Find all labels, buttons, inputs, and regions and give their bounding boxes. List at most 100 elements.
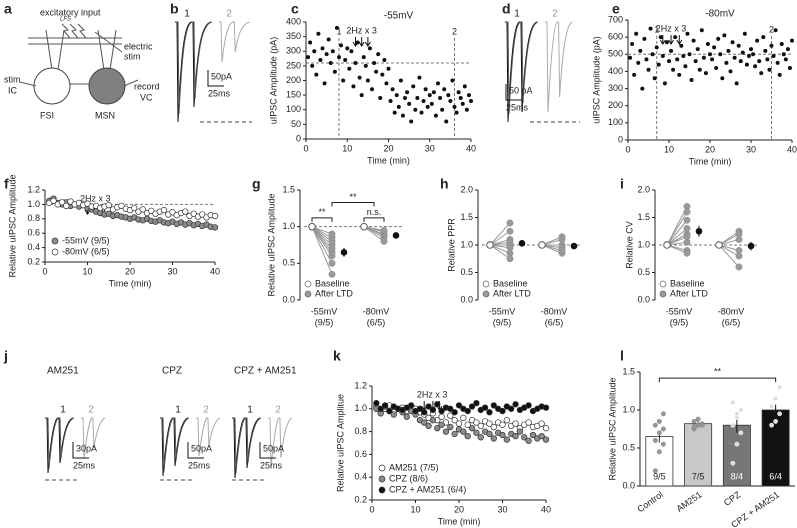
legend-label: After LTD — [670, 288, 708, 298]
scale-bar — [187, 442, 204, 459]
data-point — [131, 204, 138, 212]
data-point — [732, 55, 737, 60]
x-tick-note: (6/5) — [367, 317, 386, 327]
x-tick-label: AM251 — [675, 489, 704, 514]
cell-point — [738, 407, 744, 413]
data-point — [486, 420, 493, 427]
data-point — [431, 90, 436, 95]
data-point — [538, 420, 545, 427]
electrode — [123, 79, 139, 87]
trace — [81, 417, 106, 459]
after-point — [735, 263, 743, 271]
schematic-label: excitatory input — [40, 7, 101, 17]
after-point — [328, 270, 336, 278]
mean-point — [518, 240, 526, 247]
cell-point — [773, 418, 779, 424]
trace-label: 2 — [552, 9, 558, 20]
pair-line — [666, 219, 688, 246]
data-point — [405, 90, 410, 95]
data-point — [490, 435, 497, 442]
pair-line — [489, 230, 511, 246]
schematic-label: FSI — [40, 110, 54, 120]
schematic-label: LFS — [60, 17, 71, 23]
pair-line — [666, 228, 688, 246]
data-point — [691, 38, 696, 43]
data-point — [525, 437, 532, 444]
data-point — [652, 76, 657, 81]
data-point — [499, 431, 506, 439]
data-point — [365, 78, 370, 83]
trace-label: 2 — [226, 9, 232, 20]
significance-label: ** — [714, 366, 722, 376]
data-point — [451, 409, 458, 416]
data-point — [433, 113, 438, 118]
x-tick-note: (9/5) — [315, 317, 334, 327]
data-point — [403, 413, 410, 420]
legend-marker — [482, 280, 490, 288]
data-point — [775, 60, 780, 65]
y-tick-label: 0.5 — [460, 267, 473, 277]
x-tick-label: -55mV — [311, 306, 338, 316]
data-point — [455, 402, 463, 409]
trace — [545, 21, 573, 113]
data-point — [314, 72, 319, 77]
y-tick-label: 1.0 — [637, 239, 650, 249]
y-tick-label: 500 — [608, 49, 623, 59]
data-point — [372, 60, 377, 65]
y-tick-label: 600 — [608, 32, 623, 42]
data-point — [512, 420, 519, 427]
y-tick-label: 350 — [286, 31, 301, 41]
bar — [722, 424, 751, 487]
data-point — [419, 110, 424, 115]
schematic-label: electric — [124, 41, 153, 51]
cell-point — [660, 441, 666, 447]
x-tick-note: (6/5) — [545, 317, 564, 327]
data-point — [392, 110, 397, 115]
marker-label: 1 — [654, 24, 659, 34]
trace-label: 2 — [88, 405, 94, 416]
data-point — [767, 67, 772, 72]
scale-label: 25ms — [260, 460, 283, 470]
data-point — [408, 402, 415, 409]
stim-arrow — [676, 35, 683, 45]
baseline-point — [538, 241, 546, 249]
y-tick-label: 150 — [286, 90, 301, 100]
data-point — [341, 78, 346, 83]
data-point — [681, 54, 686, 58]
schematic-label: IC — [8, 85, 18, 95]
data-point — [683, 64, 688, 69]
x-tick-label: 10 — [664, 144, 674, 154]
data-point — [738, 59, 743, 64]
data-point — [347, 66, 352, 71]
data-point — [447, 412, 454, 419]
data-point — [503, 417, 511, 424]
trace — [505, 21, 538, 123]
panel-letter: f — [4, 176, 9, 192]
data-point — [490, 402, 497, 409]
y-tick-label: 0.5 — [282, 258, 295, 268]
after-point — [683, 238, 691, 246]
data-point — [355, 40, 360, 45]
legend-label: CPZ + AM251 (6/4) — [389, 484, 466, 494]
pair-line — [718, 244, 740, 268]
y-tick-label: 700 — [608, 14, 623, 24]
y-tick-label: 0 — [618, 134, 623, 144]
pair-line — [363, 226, 385, 242]
data-point — [460, 428, 467, 435]
x-tick-label: CPZ — [722, 489, 743, 508]
y-tick-label: 0.4 — [27, 242, 40, 252]
after-point — [328, 230, 336, 238]
stim-label: 2Hz x 3 — [417, 389, 448, 399]
data-point — [512, 401, 519, 408]
data-point — [464, 107, 469, 112]
data-point — [429, 406, 437, 414]
pair-line — [718, 244, 740, 257]
data-point — [148, 207, 155, 215]
y-tick-label: 1.2 — [354, 380, 367, 390]
data-point — [664, 40, 669, 45]
dendrite — [45, 29, 53, 71]
data-point — [417, 75, 422, 80]
data-point — [416, 405, 424, 412]
data-point — [326, 37, 331, 42]
trace-label: 1 — [175, 405, 181, 416]
